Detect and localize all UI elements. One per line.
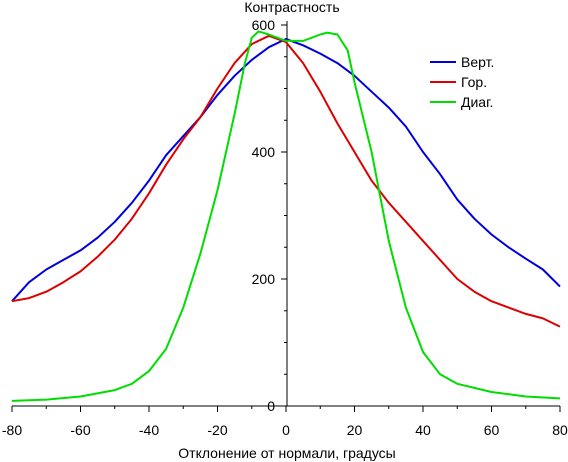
x-tick-label: 80 (552, 422, 568, 438)
series-line-1 (11, 34, 561, 328)
legend-label: Диаг. (461, 94, 493, 110)
axes (11, 21, 561, 412)
x-tick-label: 20 (347, 422, 363, 438)
y-tick-label: 400 (252, 144, 276, 160)
series-line-0 (11, 38, 561, 302)
y-tick-label: 600 (252, 17, 276, 33)
series-line-2 (11, 30, 561, 402)
x-tick-label: 60 (484, 422, 500, 438)
y-tick-label: 200 (252, 271, 276, 287)
x-tick-label: -80 (2, 422, 22, 438)
y-axis-title: Контрастность (244, 0, 339, 15)
x-tick-label: 40 (415, 422, 431, 438)
legend-label: Гор. (461, 74, 487, 90)
tick-labels: -80 -60 -40 -20 0 20 40 60 80 0 200 400 600 (2, 17, 568, 438)
series-lines (11, 30, 561, 402)
x-tick-label: -60 (70, 422, 90, 438)
x-tick-label: -40 (139, 422, 159, 438)
x-tick-label: 0 (282, 422, 290, 438)
x-tick-label: -20 (207, 422, 227, 438)
legend-label: Верт. (461, 54, 494, 70)
x-axis-title: Отклонение от нормали, градусы (178, 445, 395, 461)
legend: Верт. Гор. Диаг. (430, 54, 494, 110)
y-tick-label: 0 (267, 398, 275, 414)
